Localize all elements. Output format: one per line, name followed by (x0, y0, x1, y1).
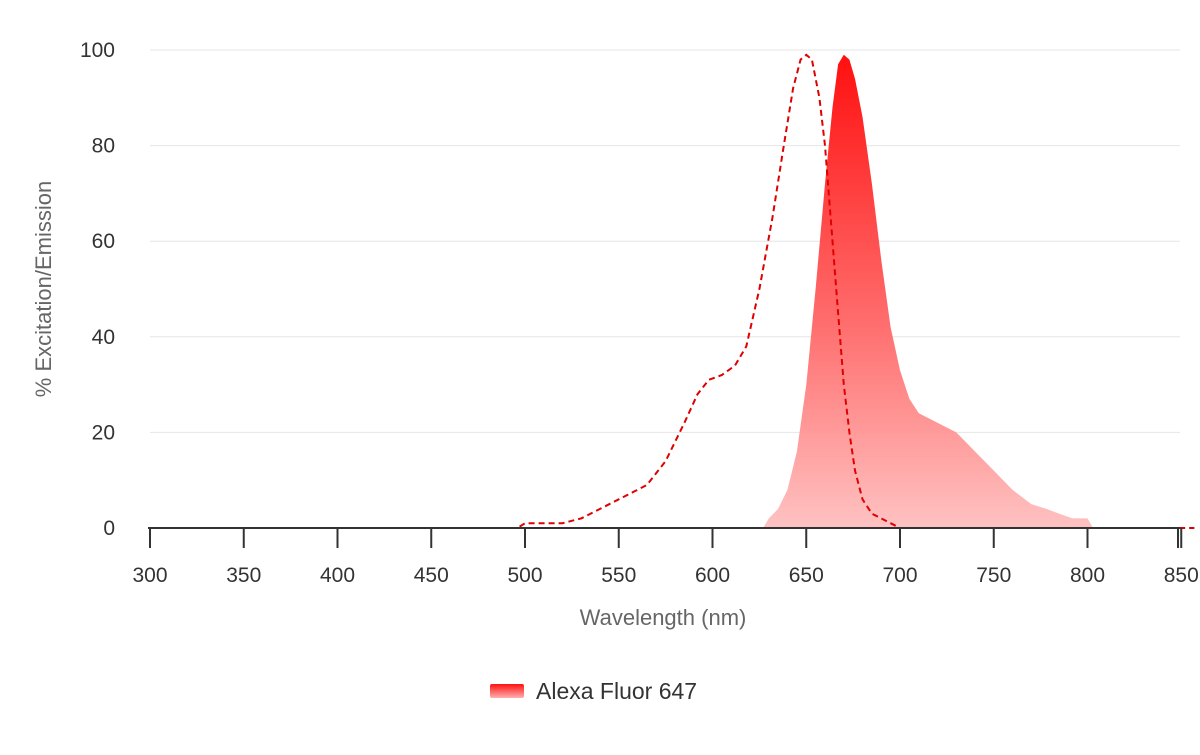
x-tick-label: 700 (882, 564, 917, 587)
x-tick-label: 850 (1164, 564, 1199, 587)
y-tick-label: 100 (80, 39, 115, 62)
legend[interactable]: Alexa Fluor 647 (490, 675, 697, 707)
legend-label: Alexa Fluor 647 (536, 677, 698, 704)
x-axis-title: Wavelength (nm) (580, 605, 747, 630)
series-layer (150, 53, 1195, 529)
y-axis: 0 20 40 60 80 100 (80, 39, 115, 540)
y-tick-label: 80 (92, 135, 115, 158)
y-axis-title: % Excitation/Emission (31, 181, 56, 397)
x-tick-label: 300 (132, 564, 167, 587)
x-tick-label: 500 (507, 564, 542, 587)
x-axis: 300 350 400 450 500 550 600 650 700 750 800 850 (132, 527, 1199, 587)
x-tick-label: 650 (789, 564, 824, 587)
x-tick-label: 350 (226, 564, 261, 587)
x-tick-label: 800 (1070, 564, 1105, 587)
y-tick-label: 60 (92, 230, 115, 253)
legend-swatch (490, 684, 524, 698)
y-tick-label: 20 (92, 421, 115, 444)
x-tick-label: 450 (414, 564, 449, 587)
excitation-line (150, 53, 1195, 529)
x-tick-label: 550 (601, 564, 636, 587)
x-tick-label: 600 (695, 564, 730, 587)
y-tick-label: 40 (92, 326, 115, 349)
x-tick-label: 400 (320, 564, 355, 587)
emission-area (763, 54, 1094, 529)
x-tick-label: 750 (976, 564, 1011, 587)
grid-lines (150, 49, 1180, 433)
y-tick-label: 0 (103, 517, 115, 540)
